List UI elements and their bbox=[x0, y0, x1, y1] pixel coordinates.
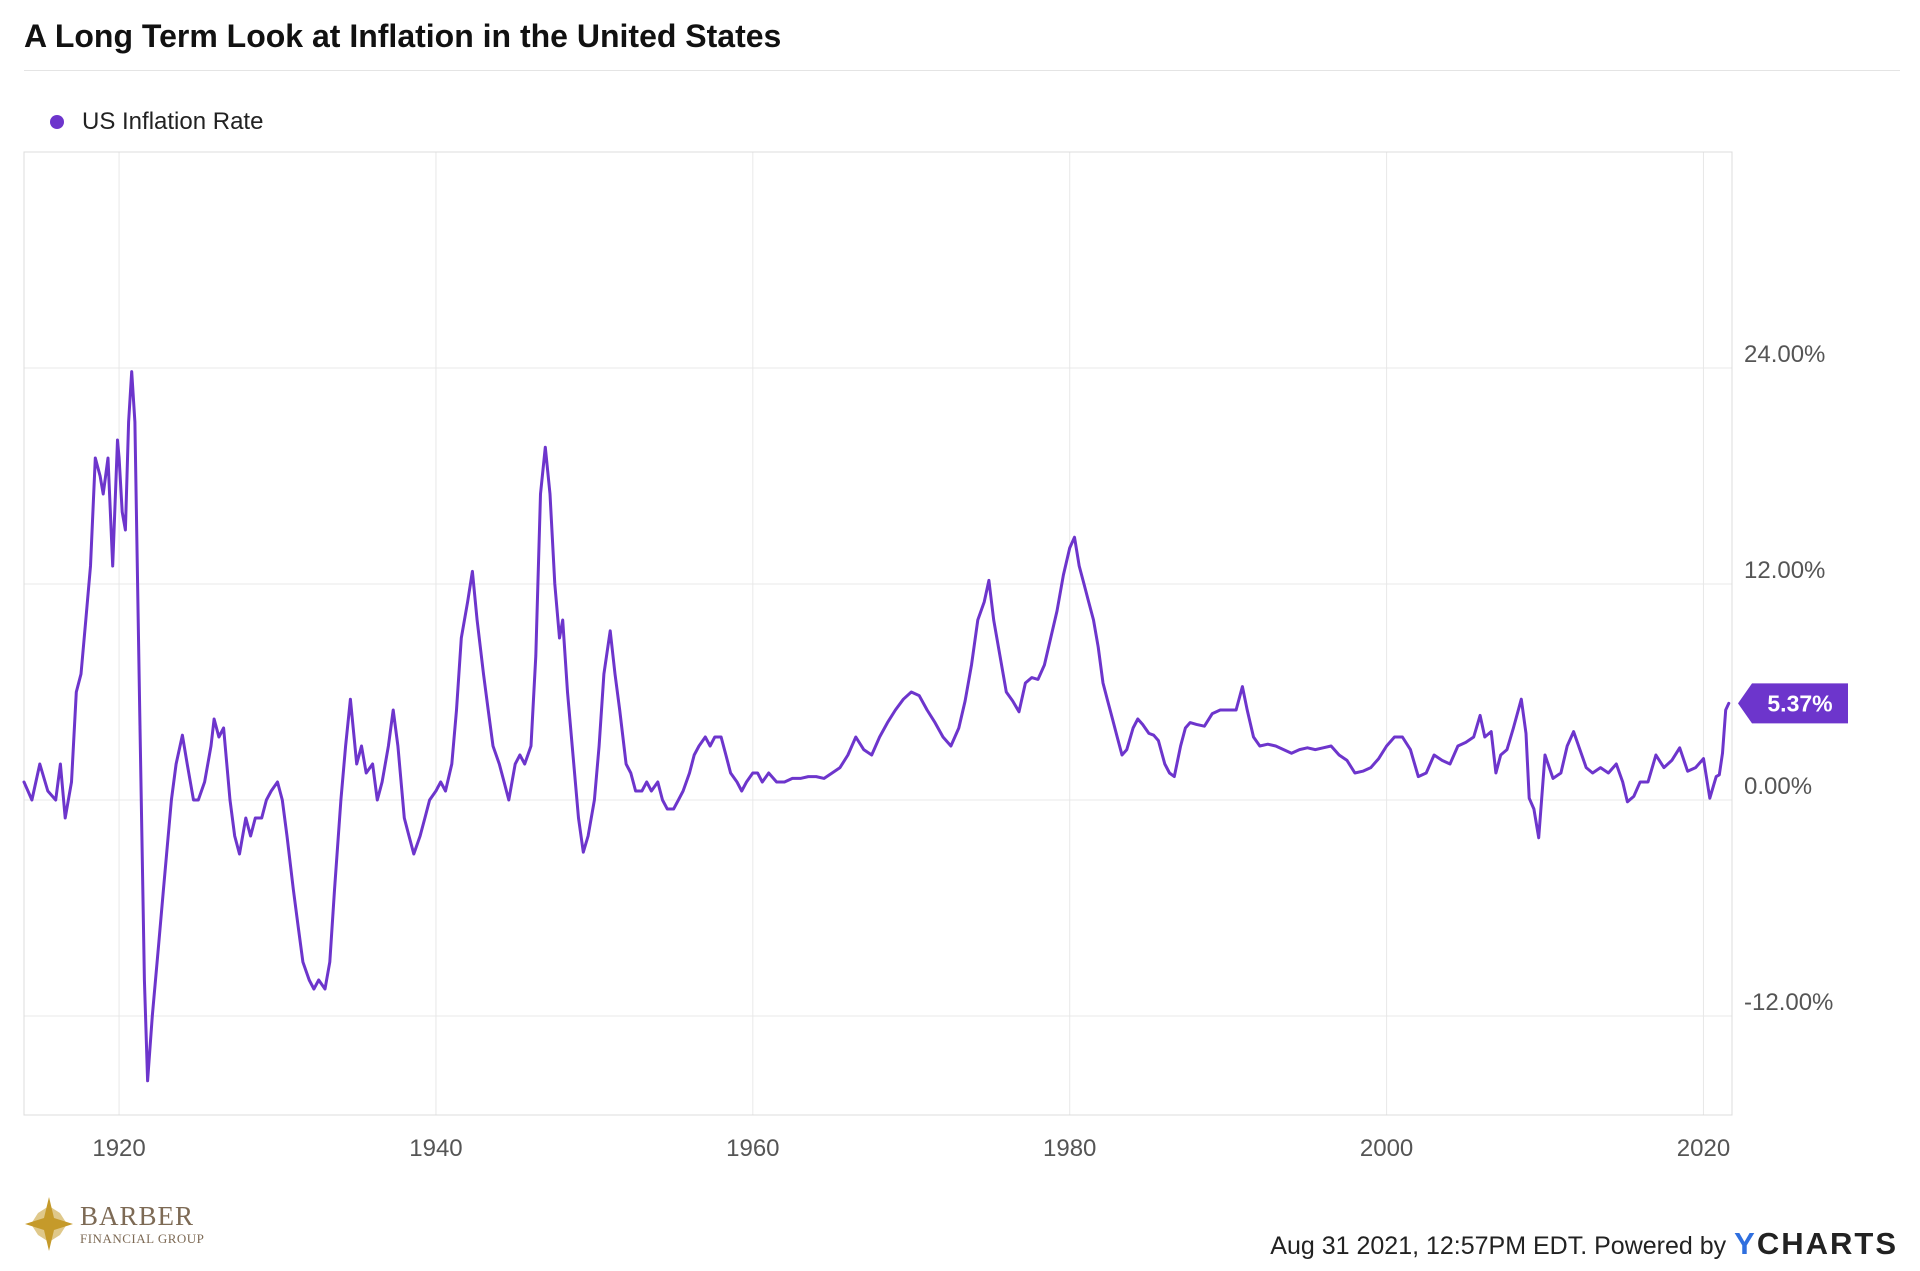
y-tick-label: 12.00% bbox=[1744, 557, 1825, 584]
ycharts-logo[interactable]: Y CHARTS bbox=[1734, 1226, 1898, 1262]
legend[interactable]: US Inflation Rate bbox=[50, 108, 263, 136]
legend-series-dot bbox=[50, 115, 64, 129]
legend-series-label: US Inflation Rate bbox=[82, 108, 264, 135]
y-tick-label: 24.00% bbox=[1744, 341, 1825, 368]
x-tick-label: 1960 bbox=[726, 1135, 779, 1162]
plot-frame bbox=[23, 151, 1733, 1116]
x-tick-label: 1920 bbox=[92, 1135, 145, 1162]
logo-subtitle: FINANCIAL GROUP bbox=[80, 1231, 205, 1246]
x-tick-label: 2020 bbox=[1677, 1135, 1730, 1162]
x-tick-label: 1980 bbox=[1043, 1135, 1096, 1162]
ycharts-logo-y: Y bbox=[1734, 1226, 1757, 1261]
barber-logo: BARBER FINANCIAL GROUP bbox=[24, 1196, 204, 1252]
y-tick-label: -12.00% bbox=[1744, 989, 1833, 1016]
last-value-label: 5.37% bbox=[1767, 690, 1832, 716]
ycharts-logo-text: CHARTS bbox=[1756, 1226, 1898, 1261]
footer: Aug 31 2021, 12:57PM EDT. Powered by Y CH… bbox=[1270, 1226, 1898, 1262]
last-value-badge-shape bbox=[1738, 683, 1848, 724]
series-line-us-inflation-rate bbox=[22, 370, 1731, 1083]
last-value-badge: 5.37% bbox=[1738, 683, 1848, 724]
y-grid bbox=[24, 367, 1732, 1017]
y-axis-ticks: -12.00% 0.00% 12.00% 24.00% bbox=[1744, 341, 1833, 1016]
x-axis-ticks: 1920 1940 1960 1980 2000 2020 bbox=[92, 1135, 1730, 1162]
x-tick-label: 1940 bbox=[409, 1135, 462, 1162]
title-divider bbox=[24, 70, 1900, 71]
y-tick-label: 0.00% bbox=[1744, 773, 1812, 800]
logo-name: BARBER bbox=[80, 1201, 195, 1231]
logo-star-icon bbox=[25, 1197, 73, 1251]
chart-title: A Long Term Look at Inflation in the Uni… bbox=[24, 18, 782, 54]
x-tick-label: 2000 bbox=[1360, 1135, 1413, 1162]
footer-timestamp: Aug 31 2021, 12:57PM EDT. Powered by bbox=[1270, 1232, 1727, 1260]
x-grid bbox=[118, 152, 1704, 1115]
